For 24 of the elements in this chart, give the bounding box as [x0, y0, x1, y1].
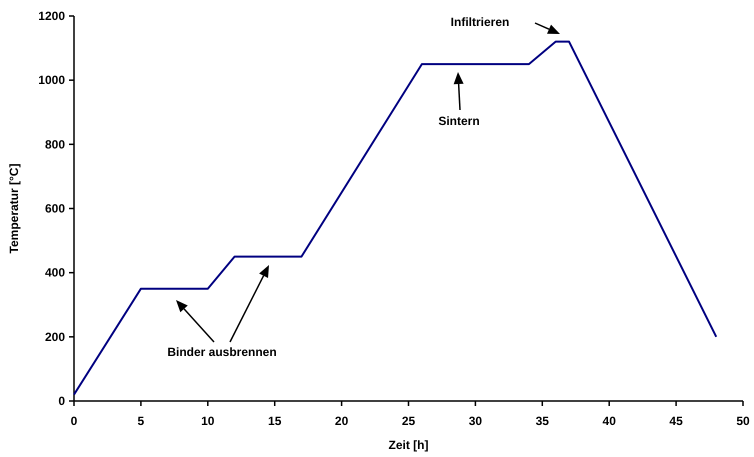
x-tick-label: 25 [402, 414, 416, 428]
y-tick-label: 600 [44, 202, 66, 216]
y-tick-label: 0 [58, 394, 66, 408]
x-tick-label: 50 [736, 414, 750, 428]
x-tick-label: 15 [268, 414, 282, 428]
line-series [73, 40, 718, 396]
x-tick-label: 10 [201, 414, 215, 428]
x-tick-label: 0 [70, 414, 78, 428]
annotation: Sintern [438, 114, 480, 128]
x-tick-label: 35 [536, 414, 550, 428]
x-axis-title: Zeit [h] [388, 438, 428, 452]
y-tick-label: 400 [44, 266, 66, 280]
y-tick-label: 1200 [38, 9, 66, 23]
annotation: Infiltrieren [450, 15, 510, 29]
x-tick-label: 20 [334, 414, 349, 428]
y-tick-label: 1000 [38, 73, 66, 88]
y-tick-label: 800 [44, 137, 66, 152]
x-tick-label: 40 [602, 414, 616, 428]
x-tick-label: 45 [669, 414, 684, 428]
x-tick-label: 5 [138, 414, 145, 428]
x-tick-label: 30 [468, 414, 482, 428]
y-axis-title: Temperatur [°C] [7, 164, 21, 254]
annotation: Binder ausbrennen [167, 345, 277, 359]
y-tick-label: 200 [44, 330, 66, 344]
